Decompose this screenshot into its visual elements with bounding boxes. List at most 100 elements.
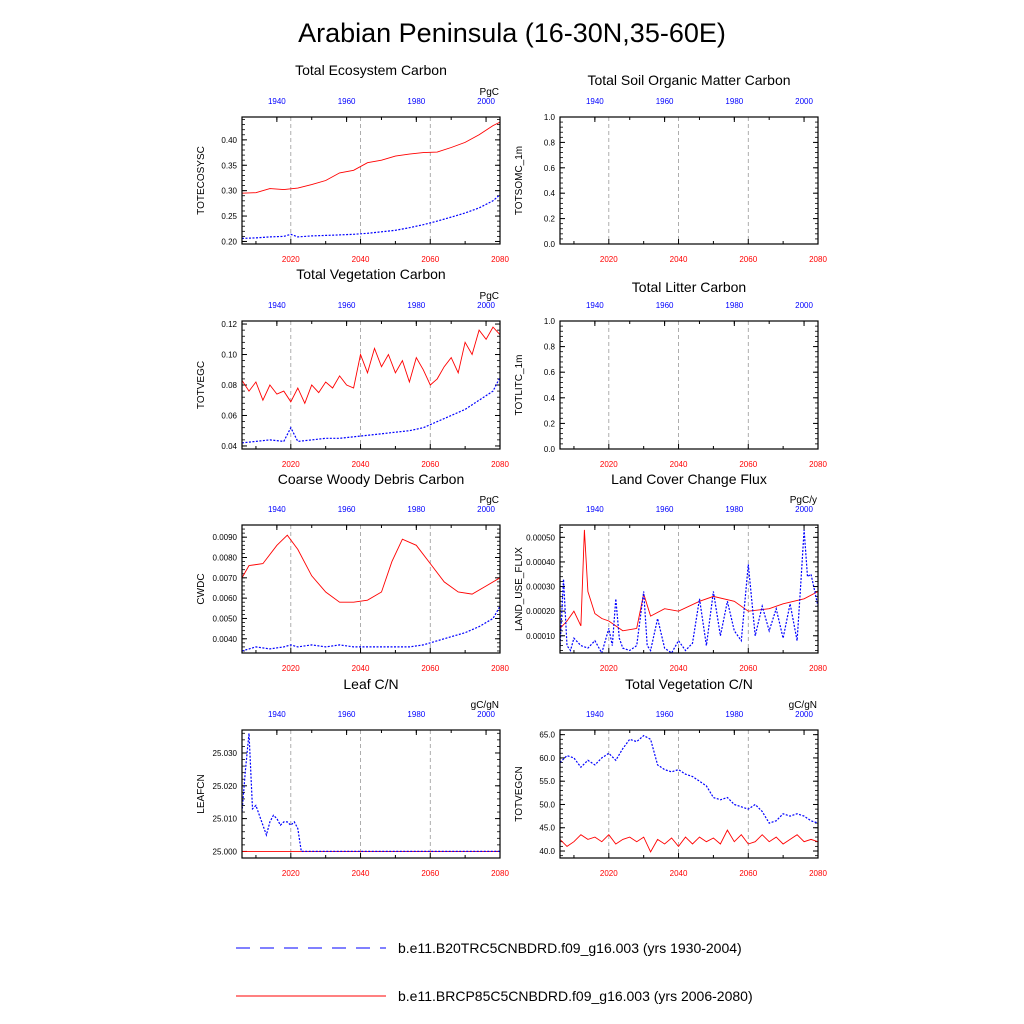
top-tick-label: 1940 bbox=[268, 97, 286, 106]
y-tick-label: 0.4 bbox=[544, 189, 556, 198]
top-tick-label: 1940 bbox=[268, 505, 286, 514]
top-tick-label: 1960 bbox=[656, 301, 674, 310]
series-line-1 bbox=[560, 734, 818, 824]
x-tick-label: 2080 bbox=[491, 255, 509, 264]
y-tick-label: 0.25 bbox=[221, 212, 237, 221]
top-tick-label: 1980 bbox=[725, 301, 743, 310]
x-tick-label: 2040 bbox=[352, 255, 370, 264]
y-tick-label: 0.00020 bbox=[526, 607, 555, 616]
y-tick-label: 0.0 bbox=[544, 240, 556, 249]
chart-panels: Total Ecosystem Carbon PgC 2020 2040 2060 208… bbox=[196, 62, 827, 878]
x-tick-label: 2080 bbox=[491, 869, 509, 878]
panel-6: Land Cover Change Flux PgC/y 2020 2040 2060 2… bbox=[514, 471, 827, 673]
units-label: gC/gN bbox=[789, 700, 817, 711]
y-tick-label: 0.0060 bbox=[213, 594, 238, 603]
x-tick-label: 2080 bbox=[491, 460, 509, 469]
y-axis-label: TOTVEGCN bbox=[514, 766, 525, 821]
y-tick-label: 1.0 bbox=[544, 317, 556, 326]
y-tick-label: 0.20 bbox=[221, 237, 237, 246]
top-tick-label: 1980 bbox=[407, 710, 425, 719]
series-line-1 bbox=[242, 121, 500, 194]
y-tick-label: 0.04 bbox=[221, 442, 237, 451]
y-tick-label: 0.6 bbox=[544, 164, 556, 173]
top-tick-label: 1940 bbox=[268, 301, 286, 310]
y-tick-label: 65.0 bbox=[539, 731, 555, 740]
series-line-2 bbox=[560, 529, 818, 653]
series-line-1 bbox=[560, 529, 818, 632]
top-tick-label: 1960 bbox=[338, 710, 356, 719]
top-tick-label: 1960 bbox=[338, 505, 356, 514]
series-line-2 bbox=[560, 829, 818, 853]
y-tick-label: 0.00050 bbox=[526, 533, 555, 542]
x-tick-label: 2060 bbox=[421, 255, 439, 264]
top-tick-label: 1960 bbox=[656, 710, 674, 719]
y-tick-label: 45.0 bbox=[539, 824, 555, 833]
top-tick-label: 1960 bbox=[338, 97, 356, 106]
series-line-1 bbox=[242, 534, 500, 603]
panel-title: Total Ecosystem Carbon bbox=[295, 62, 447, 78]
y-tick-label: 55.0 bbox=[539, 777, 555, 786]
y-tick-label: 0.0070 bbox=[213, 574, 238, 583]
legend-label-2: b.e11.BRCP85C5CNBDRD.f09_g16.003 (yrs 20… bbox=[398, 988, 753, 1004]
y-tick-label: 0.00030 bbox=[526, 583, 555, 592]
units-label: PgC bbox=[480, 291, 499, 302]
y-tick-label: 0.6 bbox=[544, 368, 556, 377]
panel-3: Total Vegetation Carbon PgC 2020 2040 2060 20… bbox=[196, 266, 509, 469]
plot-frame bbox=[241, 729, 501, 859]
plot-frame bbox=[241, 320, 501, 450]
x-tick-label: 2080 bbox=[809, 255, 827, 264]
plot-frame bbox=[241, 524, 501, 654]
x-tick-label: 2080 bbox=[809, 869, 827, 878]
panel-4: Total Litter Carbon 2020 2040 2060 2080 1940 1… bbox=[514, 279, 827, 469]
x-tick-label: 2040 bbox=[670, 460, 688, 469]
top-tick-label: 1960 bbox=[656, 97, 674, 106]
y-tick-label: 0.40 bbox=[221, 136, 237, 145]
x-tick-label: 2020 bbox=[600, 255, 618, 264]
panel-8: Total Vegetation C/N gC/gN 2020 2040 2060 208… bbox=[514, 676, 827, 878]
y-tick-label: 0.8 bbox=[544, 138, 556, 147]
x-tick-label: 2020 bbox=[282, 255, 300, 264]
panel-title: Total Vegetation C/N bbox=[625, 676, 753, 692]
x-tick-label: 2020 bbox=[600, 664, 618, 673]
y-tick-label: 25.030 bbox=[213, 749, 238, 758]
top-tick-label: 2000 bbox=[795, 97, 813, 106]
panel-5: Coarse Woody Debris Carbon PgC 2020 2040 206… bbox=[196, 471, 509, 673]
y-tick-label: 0.10 bbox=[221, 351, 237, 360]
top-tick-label: 1940 bbox=[268, 710, 286, 719]
panel-2: Total Soil Organic Matter Carbon 2020 2040… bbox=[514, 72, 827, 264]
x-tick-label: 2080 bbox=[809, 460, 827, 469]
y-axis-label: TOTVEGC bbox=[196, 361, 207, 409]
y-tick-label: 50.0 bbox=[539, 800, 555, 809]
x-tick-label: 2040 bbox=[352, 664, 370, 673]
y-tick-label: 25.000 bbox=[213, 847, 238, 856]
panel-title: Total Litter Carbon bbox=[632, 279, 746, 295]
plot-frame bbox=[559, 116, 819, 245]
x-tick-label: 2020 bbox=[282, 460, 300, 469]
top-tick-label: 2000 bbox=[795, 301, 813, 310]
y-tick-label: 0.2 bbox=[544, 419, 556, 428]
plot-frame bbox=[241, 116, 501, 245]
series-line-2 bbox=[242, 377, 500, 444]
y-axis-label: LAND_USE_FLUX bbox=[514, 547, 525, 631]
panel-title: Leaf C/N bbox=[343, 676, 398, 692]
y-tick-label: 0.06 bbox=[221, 411, 237, 420]
top-tick-label: 1980 bbox=[725, 97, 743, 106]
panel-title: Land Cover Change Flux bbox=[611, 471, 767, 487]
x-tick-label: 2080 bbox=[809, 664, 827, 673]
top-tick-label: 1980 bbox=[725, 505, 743, 514]
y-axis-label: LEAFCN bbox=[196, 774, 207, 813]
legend-label-1: b.e11.B20TRC5CNBDRD.f09_g16.003 (yrs 193… bbox=[398, 940, 742, 956]
x-tick-label: 2020 bbox=[282, 664, 300, 673]
figure-title: Arabian Peninsula (16-30N,35-60E) bbox=[298, 18, 726, 48]
x-tick-label: 2040 bbox=[352, 460, 370, 469]
panel-title: Coarse Woody Debris Carbon bbox=[278, 471, 465, 487]
x-tick-label: 2020 bbox=[600, 460, 618, 469]
panel-7: Leaf C/N gC/gN 2020 2040 2060 2080 1940 1960 198… bbox=[196, 676, 509, 878]
plot-frame bbox=[559, 729, 819, 859]
y-tick-label: 0.00040 bbox=[526, 558, 555, 567]
x-tick-label: 2060 bbox=[421, 460, 439, 469]
units-label: PgC bbox=[480, 495, 499, 506]
top-tick-label: 1980 bbox=[725, 710, 743, 719]
y-axis-label: TOTECOSYSC bbox=[196, 146, 207, 215]
